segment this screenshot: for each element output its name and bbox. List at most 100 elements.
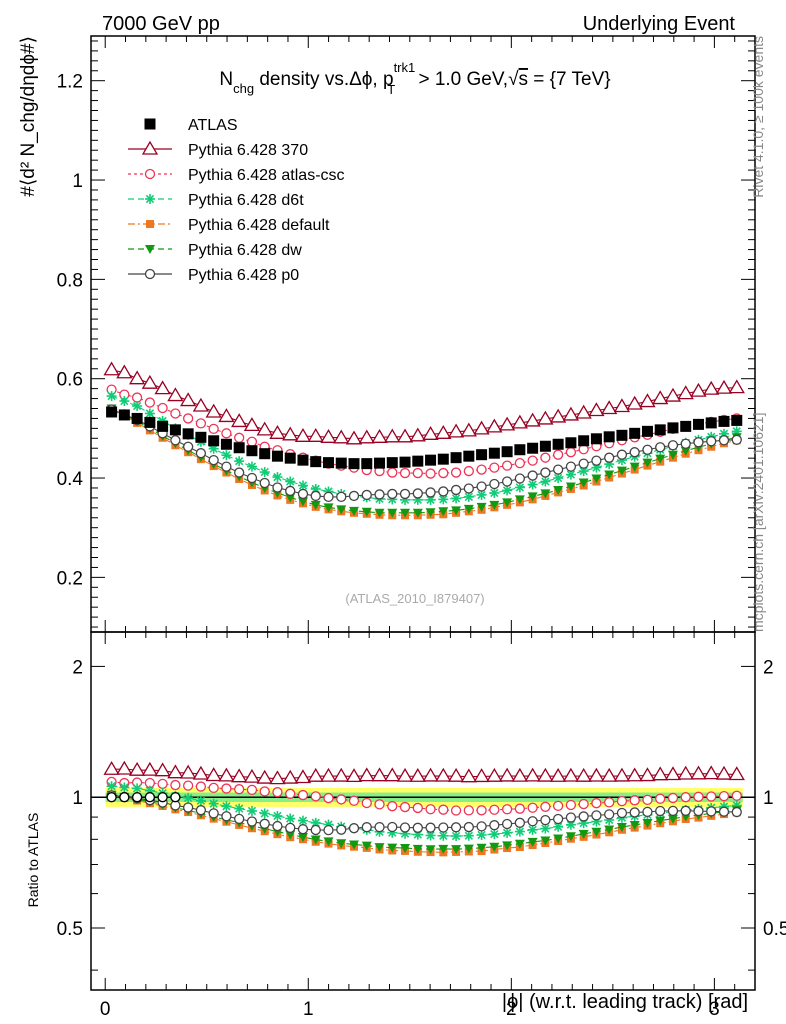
data-point (272, 482, 283, 493)
ratio-point (489, 820, 500, 831)
ratio-point (706, 791, 717, 802)
ratio-point (514, 817, 526, 828)
ratio-point (693, 805, 704, 817)
ratio-point (103, 760, 120, 775)
data-point (132, 401, 143, 412)
ratio-point (613, 767, 631, 782)
ratio-point (718, 806, 730, 817)
ratio-point (664, 766, 682, 781)
ratio-point (514, 803, 526, 814)
ratio-point (323, 792, 334, 804)
ratio-point (282, 769, 299, 784)
data-point (514, 457, 526, 469)
data-point (552, 464, 564, 475)
ratio-point (310, 824, 321, 836)
ratio-point (243, 768, 261, 783)
data-point (680, 446, 691, 456)
ratio-point (489, 829, 500, 840)
ratio-point (167, 764, 184, 779)
ratio-point (728, 766, 745, 781)
data-point (613, 398, 631, 413)
main-y-axis-label: #⟨d² N_chg/dηdϕ#⟩ (18, 36, 39, 197)
ratio-point (473, 768, 490, 783)
ratio-point (285, 813, 296, 824)
ratio-y-tick-label-right: 2 (763, 657, 774, 678)
ratio-point (128, 761, 146, 776)
data-point (322, 457, 334, 469)
ratio-point (348, 795, 360, 806)
data-point (565, 437, 577, 449)
legend-marker (145, 194, 155, 204)
ratio-point (629, 795, 640, 806)
data-point (348, 458, 360, 470)
title-energy: = {7 TeV} (528, 69, 611, 90)
data-point (400, 508, 411, 518)
legend-label: ATLAS (188, 117, 238, 134)
ratio-point (400, 844, 411, 854)
ratio-point (591, 827, 602, 837)
ratio-point (527, 837, 538, 847)
legend-label: Pythia 6.428 370 (188, 142, 308, 159)
title-chg: chg (233, 81, 254, 96)
data-point (552, 438, 564, 450)
data-point (119, 396, 130, 407)
data-point (399, 456, 411, 468)
data-point (297, 454, 309, 466)
data-point (349, 506, 360, 516)
data-point (310, 456, 322, 468)
data-point (539, 440, 551, 452)
legend-label: Pythia 6.428 d6t (188, 192, 304, 209)
series-line-main (111, 389, 737, 475)
ratio-point (384, 767, 401, 782)
ratio-point (629, 807, 640, 818)
ratio-point (297, 824, 309, 835)
legend-entry-p0: Pythia 6.428 p0 (128, 267, 299, 284)
data-point (361, 458, 373, 470)
ratio-point (731, 806, 742, 818)
ratio-point (310, 791, 321, 802)
data-point (192, 397, 210, 412)
ratio-point (655, 793, 666, 804)
ratio-point (463, 844, 474, 854)
data-point (323, 503, 334, 513)
legend-entry-p370: Pythia 6.428 370 (128, 140, 308, 159)
ratio-point (272, 820, 283, 832)
data-point (285, 476, 296, 487)
data-point (604, 470, 615, 480)
ratio-point (157, 792, 168, 803)
data-point (438, 467, 449, 479)
ratio-point (690, 765, 707, 780)
data-point (438, 486, 449, 497)
ratio-point (294, 769, 312, 784)
data-point (170, 408, 181, 419)
ratio-y-tick-label: 0.5 (57, 919, 83, 940)
ratio-point (425, 822, 436, 833)
ratio-point (489, 804, 500, 815)
data-point (652, 390, 669, 405)
data-point (489, 478, 500, 490)
ratio-point (425, 845, 436, 855)
data-point (703, 380, 720, 395)
data-point (425, 508, 436, 518)
series-ATLAS (106, 406, 743, 803)
ratio-point (285, 830, 296, 840)
data-point (527, 470, 538, 481)
data-point (374, 489, 385, 500)
data-point (409, 427, 426, 442)
ratio-point (221, 801, 232, 812)
ratio-point (629, 820, 640, 830)
ratio-point (553, 834, 564, 844)
ratio-point (655, 805, 666, 817)
data-point (297, 488, 309, 500)
ratio-point (409, 767, 426, 782)
ratio-point (626, 767, 643, 782)
ratio-point (119, 792, 130, 803)
title-mid: density vs.Δϕ, p (254, 69, 394, 90)
ratio-point (476, 843, 487, 853)
data-point (131, 412, 143, 424)
x-tick-label: 3 (709, 999, 720, 1020)
data-point (221, 428, 232, 439)
data-point (348, 490, 360, 502)
data-point (728, 379, 745, 394)
data-point (540, 476, 551, 487)
